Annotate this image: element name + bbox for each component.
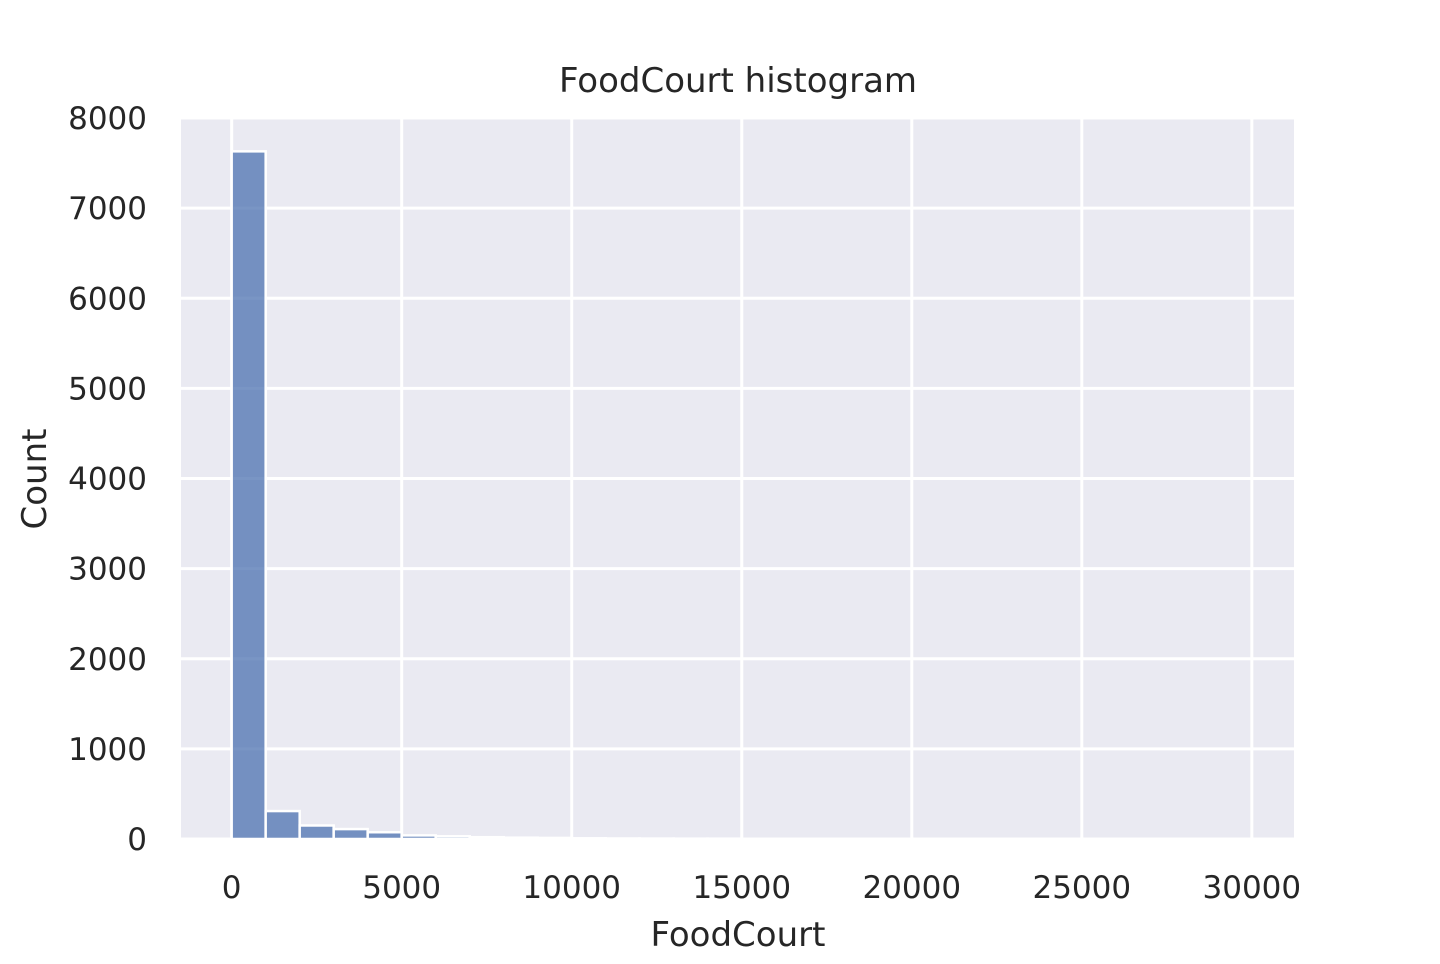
histogram-bar xyxy=(402,835,436,839)
x-axis-ticks: 0 5000 10000 15000 20000 25000 30000 xyxy=(222,870,1301,906)
y-tick-label: 5000 xyxy=(68,371,147,407)
y-tick-label: 3000 xyxy=(68,552,147,588)
chart-title: FoodCourt histogram xyxy=(559,61,917,101)
y-tick-label: 6000 xyxy=(68,281,147,317)
histogram-bar xyxy=(266,811,300,839)
y-tick-label: 2000 xyxy=(68,642,147,678)
y-tick-label: 1000 xyxy=(68,732,147,768)
histogram-bar xyxy=(538,838,572,839)
x-tick-label: 15000 xyxy=(692,870,791,906)
x-axis-label: FoodCourt xyxy=(651,915,826,955)
x-tick-label: 10000 xyxy=(522,870,621,906)
y-axis-ticks: 0 1000 2000 3000 4000 5000 6000 7000 8000 xyxy=(68,101,147,858)
histogram-bar xyxy=(232,151,266,839)
x-tick-label: 30000 xyxy=(1203,870,1302,906)
histogram-bar xyxy=(334,829,368,839)
y-tick-label: 7000 xyxy=(68,191,147,227)
y-tick-label: 8000 xyxy=(68,101,147,137)
y-tick-label: 0 xyxy=(127,822,147,858)
histogram-bar xyxy=(572,838,606,839)
histogram-bar xyxy=(606,838,640,839)
x-tick-label: 25000 xyxy=(1032,870,1131,906)
x-tick-label: 5000 xyxy=(362,870,441,906)
y-axis-label: Count xyxy=(15,429,55,530)
histogram-bar xyxy=(368,832,402,839)
histogram-bar xyxy=(436,836,470,839)
x-tick-label: 0 xyxy=(222,870,242,906)
histogram-bar xyxy=(300,825,334,839)
histogram-bar xyxy=(504,838,538,839)
histogram-bar xyxy=(470,837,504,839)
x-tick-label: 20000 xyxy=(862,870,961,906)
y-tick-label: 4000 xyxy=(68,462,147,498)
